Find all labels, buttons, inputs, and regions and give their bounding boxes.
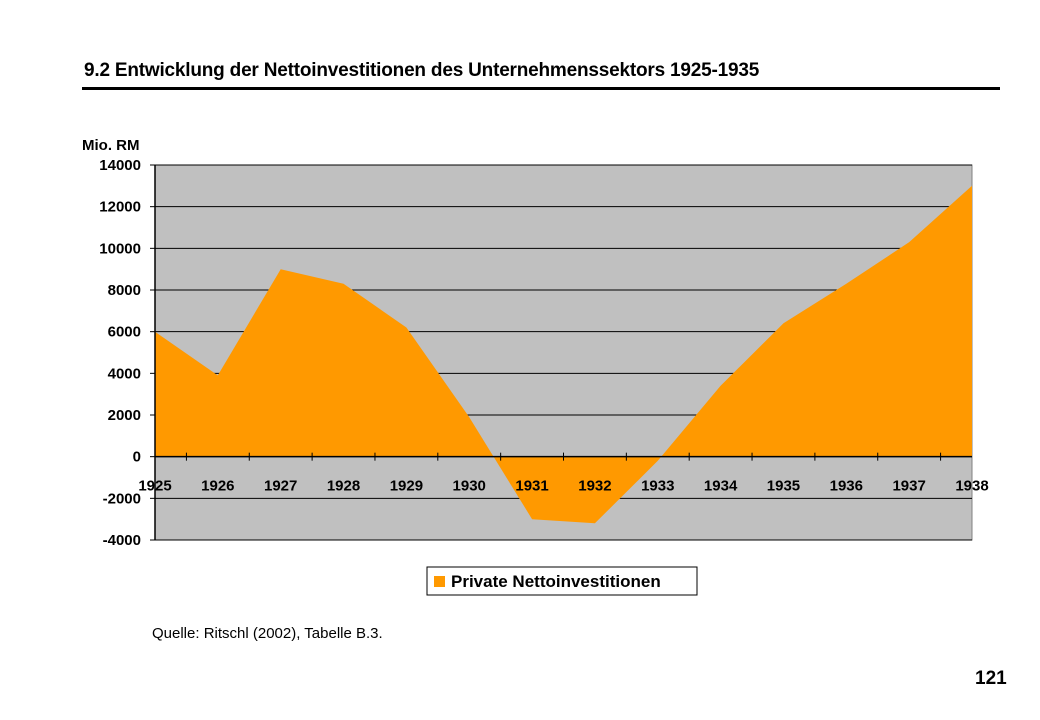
legend-swatch: [434, 576, 445, 587]
y-axis-ticks: 14000 12000 10000 8000 6000 4000 2000 0 -2000 -40…: [99, 157, 155, 549]
y-tick-label: -4000: [103, 532, 141, 549]
x-tick-label: 1936: [830, 478, 863, 495]
title-underline: [82, 87, 1000, 90]
legend-box: [426, 566, 698, 596]
x-tick-label: 1937: [892, 478, 925, 495]
x-tick-label: 1928: [327, 478, 360, 495]
axes: [154, 165, 972, 540]
y-tick-label: 12000: [99, 199, 141, 216]
page-number: 121: [975, 668, 1007, 689]
x-tick-label: 1938: [955, 478, 988, 495]
source-note: Quelle: Ritschl (2002), Tabelle B.3.: [152, 625, 383, 642]
x-tick-label: 1927: [264, 478, 297, 495]
x-tick-label: 1932: [578, 478, 611, 495]
x-axis-ticks: 1925 1926 1927 1928 1929 1930 1931 1932 1933 1934…: [138, 478, 988, 495]
legend: Private Nettoinvestitionen: [426, 566, 698, 596]
x-tick-label: 1926: [201, 478, 234, 495]
x-tick-label: 1925: [138, 478, 171, 495]
area-series: [155, 185, 972, 524]
y-tick-label: 14000: [99, 157, 141, 174]
legend-label: Private Nettoinvestitionen: [451, 572, 661, 591]
y-axis-label: Mio. RM: [82, 137, 140, 154]
y-tick-label: -2000: [103, 490, 141, 507]
x-tick-label: 1934: [704, 478, 738, 495]
y-tick-label: 0: [133, 449, 141, 466]
y-tick-label: 2000: [108, 407, 141, 424]
y-tick-label: 10000: [99, 240, 141, 257]
x-tick-label: 1930: [453, 478, 486, 495]
x-tick-label: 1929: [390, 478, 423, 495]
y-tick-label: 4000: [108, 365, 141, 382]
x-tick-label: 1931: [515, 478, 548, 495]
x-tick-label: 1935: [767, 478, 800, 495]
page-title: 9.2 Entwicklung der Nettoinvestitionen d…: [84, 60, 760, 81]
y-tick-label: 8000: [108, 282, 141, 299]
x-tick-label: 1933: [641, 478, 674, 495]
y-tick-label: 6000: [108, 324, 141, 341]
